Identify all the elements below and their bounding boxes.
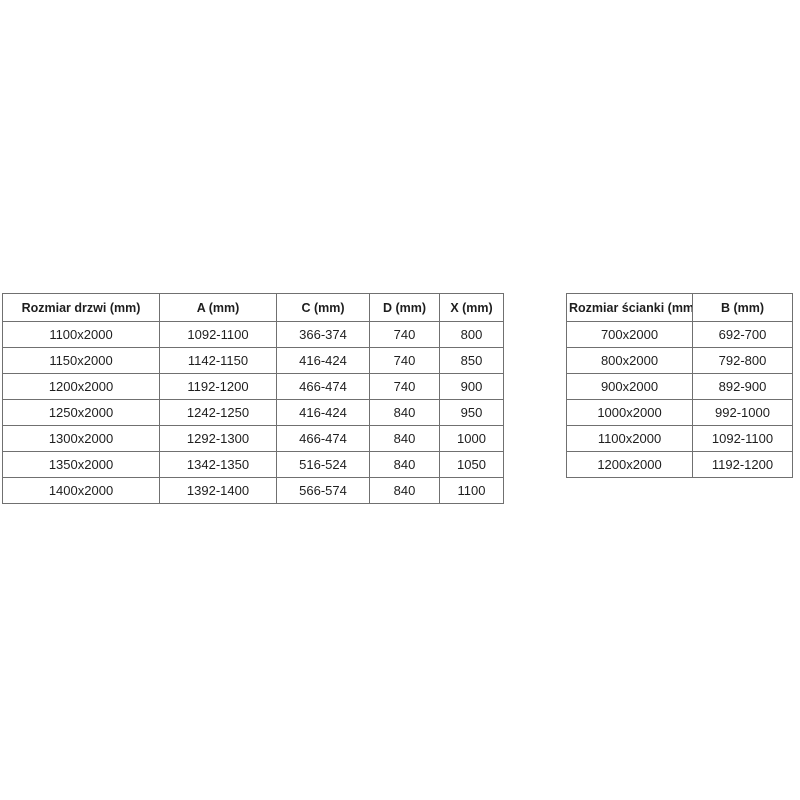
table-row: 1150x2000 1142-1150 416-424 740 850 [2,347,504,374]
table-header-row: Rozmiar ścianki (mm) B (mm) [566,293,793,322]
table-cell: 1292-1300 [159,425,277,452]
column-header-c: C (mm) [276,293,370,322]
table-row: 700x2000 692-700 [566,321,793,348]
table-cell: 992-1000 [692,399,793,426]
table-cell: 1342-1350 [159,451,277,478]
table-cell: 892-900 [692,373,793,400]
table-cell: 416-424 [276,347,370,374]
table-cell: 800 [439,321,504,348]
table-cell: 792-800 [692,347,793,374]
table-cell: 1200x2000 [566,451,693,478]
table-row: 1200x2000 1192-1200 466-474 740 900 [2,373,504,400]
table-cell: 416-424 [276,399,370,426]
table-cell: 1050 [439,451,504,478]
table-cell: 1000x2000 [566,399,693,426]
table-cell: 566-574 [276,477,370,504]
table-cell: 740 [369,373,440,400]
table-cell: 366-374 [276,321,370,348]
table-cell: 740 [369,347,440,374]
table-cell: 840 [369,451,440,478]
table-cell: 1250x2000 [2,399,160,426]
table-cell: 740 [369,321,440,348]
table-row: 1350x2000 1342-1350 516-524 840 1050 [2,451,504,478]
table-cell: 850 [439,347,504,374]
table-cell: 1100x2000 [2,321,160,348]
table-cell: 1192-1200 [159,373,277,400]
table-cell: 1400x2000 [2,477,160,504]
table-cell: 466-474 [276,373,370,400]
table-cell: 840 [369,425,440,452]
table-cell: 1000 [439,425,504,452]
table-cell: 1192-1200 [692,451,793,478]
table-cell: 466-474 [276,425,370,452]
spec-table-walls: Rozmiar ścianki (mm) B (mm) 700x2000 692… [566,293,793,478]
table-cell: 1300x2000 [2,425,160,452]
table-cell: 516-524 [276,451,370,478]
table-row: 1000x2000 992-1000 [566,399,793,426]
table-cell: 692-700 [692,321,793,348]
column-header-a: A (mm) [159,293,277,322]
table-cell: 1200x2000 [2,373,160,400]
table-cell: 700x2000 [566,321,693,348]
table-row: 900x2000 892-900 [566,373,793,400]
table-cell: 1100x2000 [566,425,693,452]
table-row: 800x2000 792-800 [566,347,793,374]
table-cell: 840 [369,477,440,504]
table-cell: 1350x2000 [2,451,160,478]
table-cell: 900 [439,373,504,400]
table-cell: 1100 [439,477,504,504]
table-cell: 1142-1150 [159,347,277,374]
table-cell: 1092-1100 [692,425,793,452]
table-cell: 950 [439,399,504,426]
table-cell: 1242-1250 [159,399,277,426]
table-header-row: Rozmiar drzwi (mm) A (mm) C (mm) D (mm) … [2,293,504,322]
spec-table-doors: Rozmiar drzwi (mm) A (mm) C (mm) D (mm) … [2,293,504,504]
table-row: 1100x2000 1092-1100 366-374 740 800 [2,321,504,348]
column-header-d: D (mm) [369,293,440,322]
table-cell: 840 [369,399,440,426]
column-header-wall-size: Rozmiar ścianki (mm) [566,293,693,322]
table-row: 1200x2000 1192-1200 [566,451,793,478]
table-cell: 800x2000 [566,347,693,374]
table-cell: 1092-1100 [159,321,277,348]
table-row: 1400x2000 1392-1400 566-574 840 1100 [2,477,504,504]
column-header-door-size: Rozmiar drzwi (mm) [2,293,160,322]
table-row: 1250x2000 1242-1250 416-424 840 950 [2,399,504,426]
column-header-x: X (mm) [439,293,504,322]
table-row: 1100x2000 1092-1100 [566,425,793,452]
table-cell: 900x2000 [566,373,693,400]
table-row: 1300x2000 1292-1300 466-474 840 1000 [2,425,504,452]
table-cell: 1392-1400 [159,477,277,504]
table-cell: 1150x2000 [2,347,160,374]
column-header-b: B (mm) [692,293,793,322]
